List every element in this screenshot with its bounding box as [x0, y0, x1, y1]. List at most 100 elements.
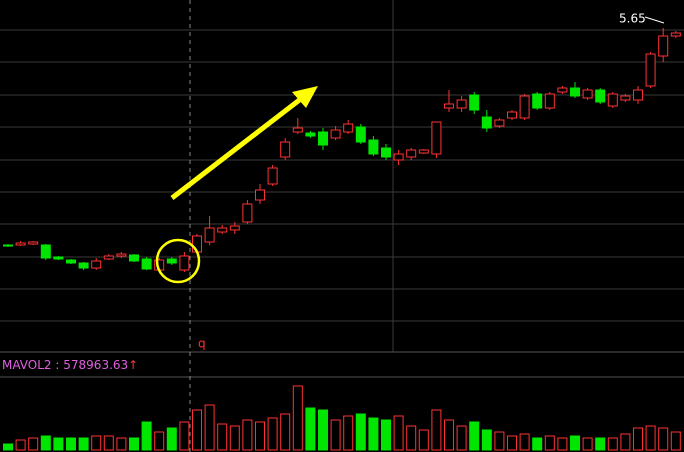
candle-body	[469, 94, 480, 111]
volume-bar	[116, 437, 127, 451]
volume-bar	[78, 437, 89, 451]
volume-bar	[217, 423, 228, 451]
candle-body	[91, 260, 102, 269]
volume-bar	[305, 407, 316, 451]
volume-bar	[381, 419, 391, 451]
volume-bar	[280, 413, 291, 451]
indicator-name: MAVOL2	[2, 358, 52, 372]
candle-body	[28, 241, 39, 245]
volume-bar	[570, 435, 580, 451]
candle-body	[53, 256, 64, 260]
volume-bar	[670, 431, 681, 451]
candle-body	[40, 244, 51, 259]
candle-body	[620, 95, 631, 101]
candle-body	[141, 258, 152, 270]
trend-arrow-shaft	[170, 96, 304, 200]
volume-bar	[166, 427, 177, 451]
candle-body	[229, 225, 240, 231]
volume-bar	[507, 435, 517, 451]
candle-body	[406, 149, 417, 158]
candle-body	[507, 111, 517, 119]
volume-bar	[66, 437, 76, 451]
volume-bar	[3, 443, 13, 451]
candle-body	[494, 119, 505, 127]
volume-bar	[330, 419, 341, 451]
volume-bar	[456, 425, 467, 451]
volume-bar	[267, 417, 278, 451]
candle-body	[582, 89, 593, 99]
candle-body	[607, 93, 618, 107]
candle-body	[444, 103, 454, 109]
indicator-arrow: ↑	[128, 358, 138, 372]
volume-bar	[418, 429, 429, 451]
volume-bar	[595, 437, 606, 451]
candle-body	[570, 87, 580, 97]
candle-body	[179, 255, 190, 271]
indicator-label: MAVOL2 : 578963.63↑	[2, 358, 138, 372]
candle-body	[280, 141, 291, 158]
volume-bar	[355, 413, 366, 451]
volume-bar	[393, 415, 404, 451]
highlight-circle	[155, 238, 201, 284]
volume-bar	[658, 427, 669, 451]
candle-body	[255, 189, 265, 201]
candle-body	[217, 227, 228, 233]
volume-bar	[103, 435, 114, 451]
marker: q	[198, 337, 206, 351]
volume-bar	[255, 421, 265, 451]
candle-body	[519, 95, 530, 119]
volume-bar	[633, 427, 643, 451]
volume-bar	[645, 425, 656, 451]
candle-body	[658, 35, 669, 57]
volume-bar	[469, 421, 480, 451]
candle-body	[595, 89, 606, 103]
candle-body	[129, 254, 139, 262]
volume-bar	[129, 437, 139, 451]
volume-bar	[318, 409, 328, 451]
volume-bar	[620, 433, 631, 451]
candle-body	[633, 89, 643, 101]
candle-body	[305, 132, 316, 137]
high-price-label: 5.65	[619, 12, 646, 26]
candle-body	[267, 167, 278, 185]
volume-bar	[607, 437, 618, 451]
volume-bar	[544, 435, 555, 451]
volume-bar	[204, 404, 215, 451]
volume-bar	[343, 415, 354, 451]
candle-body	[343, 123, 354, 133]
indicator-separator: :	[55, 358, 59, 372]
volume-bar	[141, 421, 152, 451]
volume-bar	[532, 437, 543, 451]
volume-bar	[519, 433, 530, 451]
candle-body	[78, 262, 89, 269]
candle-body	[544, 93, 555, 109]
candle-body	[66, 259, 76, 264]
volume-bar	[53, 437, 64, 451]
volume-bar	[557, 437, 568, 451]
indicator-value: 578963.63	[63, 358, 128, 372]
volume-bar	[192, 409, 202, 451]
volume-bar	[15, 439, 26, 451]
candle-body	[355, 126, 366, 143]
volume-bar	[481, 429, 492, 451]
candle-body	[330, 129, 341, 139]
candle-body	[292, 127, 303, 133]
volume-bar	[444, 419, 454, 451]
candle-body	[204, 227, 215, 243]
volume-bar	[494, 431, 505, 451]
volume-bar	[582, 437, 593, 451]
volume-bar	[292, 385, 303, 451]
candle-body	[418, 149, 429, 154]
candle-body	[15, 242, 26, 246]
candle-body	[381, 147, 391, 158]
candle-body	[670, 32, 681, 37]
candle-body	[116, 253, 127, 257]
volume-bars	[3, 385, 681, 451]
volume-bar	[40, 435, 51, 451]
candle-body	[368, 139, 379, 155]
volume-bar	[179, 421, 190, 451]
volume-bar	[229, 425, 240, 451]
candle-body	[242, 203, 253, 223]
